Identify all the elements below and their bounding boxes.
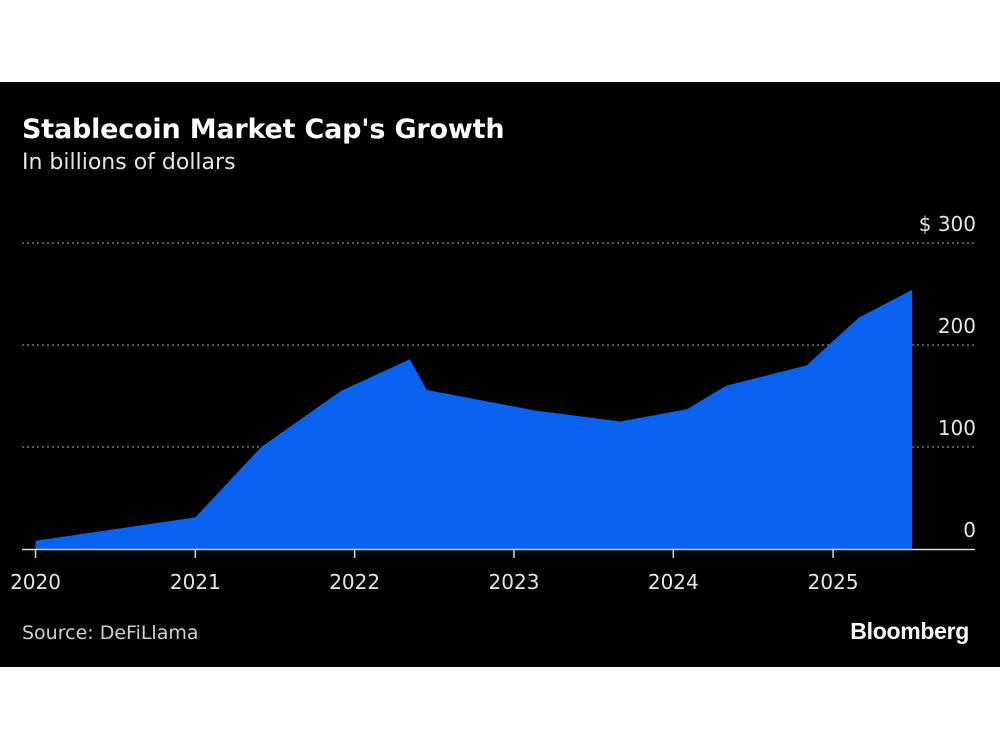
y-tick-label-300: $ 300 — [919, 212, 976, 236]
chart-subtitle: In billions of dollars — [22, 150, 236, 175]
x-tick-label-2020: 2020 — [10, 570, 61, 594]
area-chart: 2020 2021 2022 2023 2024 2025 0 100 200 $ 300 — [10, 212, 976, 594]
x-tick-label-2023: 2023 — [489, 570, 540, 594]
axes — [22, 548, 975, 558]
tick-labels: 2020 2021 2022 2023 2024 2025 0 100 200 $ 300 — [10, 212, 976, 594]
x-tick-label-2024: 2024 — [648, 570, 699, 594]
chart-title: Stablecoin Market Cap's Growth — [22, 114, 505, 145]
y-tick-label-0: 0 — [963, 518, 976, 542]
x-tick-label-2022: 2022 — [329, 570, 380, 594]
area-series-layer — [35, 289, 913, 549]
chart-card: Stablecoin Market Cap's Growth In billio… — [0, 82, 1000, 667]
bloomberg-logo: Bloomberg — [850, 618, 969, 644]
y-tick-label-100: 100 — [938, 416, 976, 440]
x-tick-label-2021: 2021 — [170, 570, 221, 594]
area-series-0 — [35, 289, 913, 549]
x-tick-label-2025: 2025 — [808, 570, 859, 594]
y-tick-label-200: 200 — [938, 314, 976, 338]
source-note: Source: DeFiLlama — [22, 622, 199, 644]
